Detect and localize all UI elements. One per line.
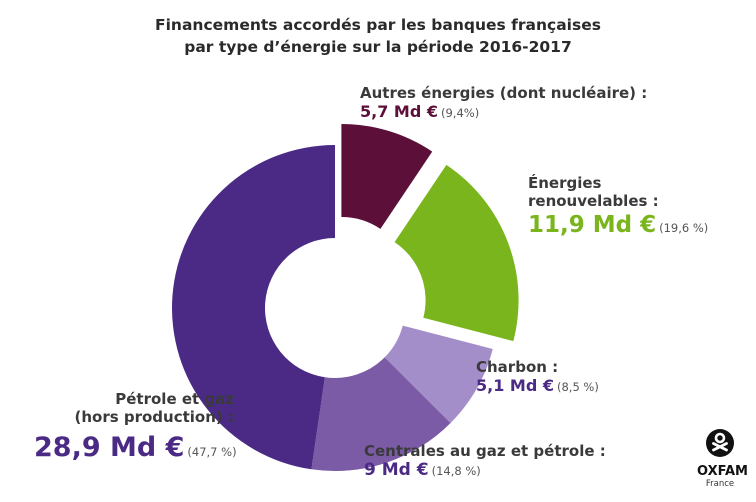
label-petrole-gaz-value: 28,9 Md € (47,7 %) (34, 432, 237, 464)
slice-percent: (47,7 %) (187, 445, 237, 459)
slice-name: Autres énergies (dont nucléaire) : (360, 84, 648, 102)
oxfam-logo-icon (706, 429, 734, 457)
label-energies-renouvelables: Énergies renouvelables : 11,9 Md € (19,6 … (528, 174, 708, 240)
slice-name: Charbon : (476, 358, 559, 376)
slice-percent: (19,6 %) (659, 221, 709, 235)
oxfam-logo: OXFAM France (697, 428, 748, 489)
slice-value: 28,9 Md € (34, 432, 185, 463)
label-centrales-gaz-petrole: Centrales au gaz et pétrole : 9 Md € (14,… (364, 442, 606, 480)
slice-autres-energies (341, 123, 433, 229)
label-petrole-gaz: Pétrole et gaz (hors production) : (34, 390, 234, 426)
slice-value: 5,1 Md € (476, 376, 554, 395)
logo-brand: OXFAM (697, 464, 748, 479)
label-charbon: Charbon : 5,1 Md € (8,5 %) (476, 358, 599, 395)
slice-name: Pétrole et gaz (115, 390, 234, 408)
slice-percent: (9,4%) (441, 106, 480, 120)
slice-percent: (8,5 %) (557, 380, 599, 394)
chart-title-line-2: par type d’énergie sur la période 2016-2… (184, 38, 572, 56)
slice-value: 9 Md € (364, 460, 429, 480)
logo-country: France (705, 479, 735, 489)
slice-petrole-gaz (171, 145, 335, 470)
slice-charbon (384, 325, 493, 423)
slice-percent: (14,8 %) (431, 464, 481, 478)
slice-name-line-2: (hors production) : (74, 408, 234, 426)
slice-name-line-2: renouvelables : (528, 192, 659, 210)
slice-name: Centrales au gaz et pétrole : (364, 442, 606, 460)
chart-title-line-1: Financements accordés par les banques fr… (155, 16, 601, 34)
slice-energies-renouvelables (394, 164, 519, 342)
slice-name: Énergies (528, 174, 602, 192)
chart-title: Financements accordés par les banques fr… (0, 14, 756, 58)
slice-value: 5,7 Md € (360, 102, 438, 121)
slice-centrales-gaz-petrole (311, 357, 451, 471)
label-autres-energies: Autres énergies (dont nucléaire) : 5,7 M… (360, 84, 647, 121)
slice-value: 11,9 Md € (528, 212, 657, 238)
